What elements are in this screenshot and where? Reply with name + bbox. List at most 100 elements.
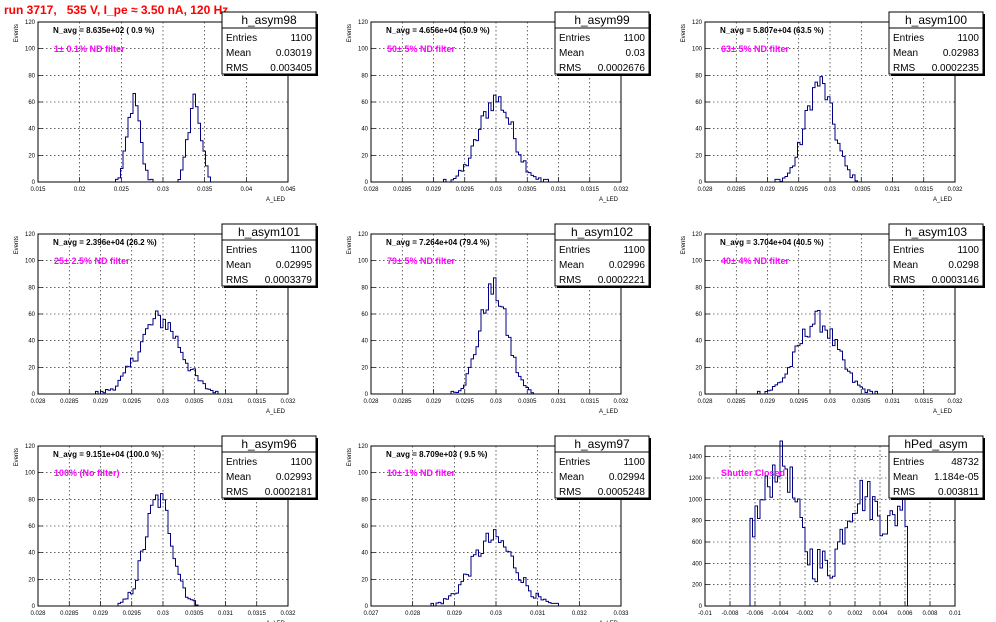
x-tick-label: 0.028 (697, 399, 713, 405)
x-tick-label: 0.029 (426, 399, 442, 405)
filter-label: Shutter Closed (721, 468, 785, 478)
y-tick-label: 80 (695, 73, 702, 79)
stats-value: 0.0002221 (598, 275, 646, 286)
y-tick-label: 40 (695, 339, 702, 345)
x-tick-label: 0.02 (74, 187, 86, 193)
y-tick-label: 60 (28, 312, 35, 318)
x-tick-label: 0.028 (363, 187, 379, 193)
y-tick-label: 100 (358, 471, 369, 477)
x-tick-label: 0.03 (490, 187, 502, 193)
stats-value: 1100 (290, 33, 312, 44)
navg-label: N_avg = 5.807e+04 (63.5 %) (720, 26, 824, 35)
y-tick-label: 80 (361, 73, 368, 79)
stats-label: Mean (559, 260, 584, 271)
stats-value: 1100 (957, 245, 979, 256)
histogram-panel: -0.01 -0.008 -0.006 -0.004 -0.002 0 0.002 0.004… (689, 435, 985, 617)
stats-value: 0.02994 (609, 472, 646, 483)
x-tick-label: 0.0305 (185, 399, 204, 405)
stats-value: 48732 (951, 457, 979, 468)
y-tick-label: 80 (361, 285, 368, 291)
histogram-panel: 0.028 0.0285 0.029 0.0295 0.03 0.0305 0.031 0.0… (347, 223, 651, 415)
y-tick-label: 60 (695, 312, 702, 318)
x-tick-label: 0.0285 (393, 187, 412, 193)
stats-label: RMS (893, 487, 916, 498)
x-tick-label: 0.03 (490, 611, 502, 617)
filter-label: 1± 0.1% ND filter (54, 44, 125, 54)
x-tick-label: 0.0305 (518, 187, 537, 193)
histogram-name: h_asym96 (241, 437, 297, 451)
y-tick-label: 60 (28, 524, 35, 530)
y-tick-label: 100 (692, 47, 703, 53)
histogram-name: h_asym99 (574, 13, 630, 27)
stats-value: 1100 (290, 245, 312, 256)
y-tick-label: 60 (361, 524, 368, 530)
x-tick-label: 0.031 (218, 399, 234, 405)
stats-label: RMS (559, 487, 582, 498)
filter-label: 40± 4% ND filter (721, 256, 789, 266)
y-tick-label: 60 (361, 312, 368, 318)
x-tick-label: 0.028 (30, 611, 46, 617)
histogram-bars (371, 277, 621, 395)
y-tick-label: 0 (365, 392, 369, 398)
stats-value: 0.02993 (276, 472, 313, 483)
x-tick-label: 0.03 (157, 611, 169, 617)
x-tick-label: 0.035 (197, 187, 213, 193)
stats-value: 0.0003379 (265, 275, 313, 286)
x-tick-label: 0.032 (280, 399, 296, 405)
y-axis-title: Events (681, 236, 687, 254)
x-tick-label: 0.029 (426, 187, 442, 193)
x-tick-label: 0.025 (114, 187, 130, 193)
stats-label: Mean (226, 472, 251, 483)
y-axis-title: Events (347, 24, 353, 42)
x-tick-label: 0.004 (872, 611, 888, 617)
stats-label: Entries (893, 457, 924, 468)
y-tick-label: 60 (695, 100, 702, 106)
y-tick-label: 0 (699, 392, 703, 398)
x-tick-label: 0.0315 (248, 399, 267, 405)
x-tick-label: 0.0285 (60, 399, 79, 405)
y-tick-label: 120 (25, 444, 36, 450)
x-tick-label: 0.031 (885, 187, 901, 193)
stats-value: 0.0003146 (932, 275, 980, 286)
y-axis-title: Events (14, 448, 20, 466)
y-tick-label: 120 (358, 232, 369, 238)
stats-value: 0.0002181 (265, 487, 313, 498)
y-tick-label: 100 (692, 259, 703, 265)
y-tick-label: 20 (361, 153, 368, 159)
navg-label: N_avg = 7.264e+04 (79.4 %) (386, 238, 490, 247)
stats-value: 0.0298 (948, 260, 979, 271)
y-tick-label: 60 (28, 100, 35, 106)
y-axis-title: Events (681, 24, 687, 42)
y-tick-label: 600 (692, 540, 703, 546)
y-tick-label: 0 (32, 604, 36, 610)
y-tick-label: 0 (32, 392, 36, 398)
histogram-bars (38, 310, 288, 395)
y-tick-label: 80 (28, 497, 35, 503)
stats-label: Entries (893, 245, 924, 256)
filter-label: 79± 5% ND filter (387, 256, 455, 266)
x-axis-title: A_LED (266, 409, 286, 415)
stats-label: Entries (226, 245, 257, 256)
x-tick-label: 0.031 (218, 611, 234, 617)
stats-value: 0.02995 (276, 260, 313, 271)
x-tick-label: 0.0285 (60, 611, 79, 617)
x-tick-label: 0.028 (697, 187, 713, 193)
stats-box (554, 223, 650, 287)
y-tick-label: 100 (358, 47, 369, 53)
stats-label: RMS (559, 63, 582, 74)
x-tick-label: 0.03 (157, 399, 169, 405)
y-tick-label: 100 (25, 47, 36, 53)
x-tick-label: 0.002 (847, 611, 863, 617)
histogram-name: h_asym101 (238, 225, 300, 239)
x-tick-label: 0.033 (613, 611, 629, 617)
navg-label: N_avg = 3.704e+04 (40.5 %) (720, 238, 824, 247)
y-tick-label: 1200 (689, 476, 703, 482)
x-tick-label: 0.0295 (123, 399, 142, 405)
x-tick-label: 0.045 (280, 187, 296, 193)
x-tick-label: 0.03 (824, 187, 836, 193)
stats-box (221, 435, 317, 499)
y-tick-label: 20 (695, 365, 702, 371)
x-tick-label: 0.03 (490, 399, 502, 405)
y-tick-label: 20 (28, 365, 35, 371)
